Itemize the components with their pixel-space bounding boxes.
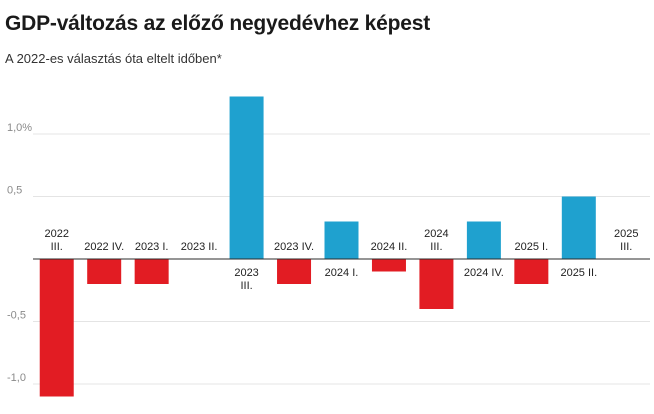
category-label: III. — [620, 241, 632, 253]
y-tick-label: 0,5 — [7, 185, 22, 197]
category-label: 2024 I. — [325, 267, 359, 279]
category-label: 2024 IV. — [464, 267, 504, 279]
bar — [87, 259, 122, 284]
bar — [277, 259, 312, 284]
chart-title: GDP-változás az előző negyedévhez képest — [5, 12, 430, 35]
category-label: 2022 — [44, 228, 68, 240]
y-tick-label: 1,0% — [7, 122, 32, 134]
chart-subtitle: A 2022-es választás óta eltelt időben* — [5, 51, 222, 66]
bar — [371, 259, 406, 272]
bar — [466, 221, 501, 259]
y-tick-label: -1,0 — [7, 372, 26, 384]
y-tick-label: -0,5 — [7, 310, 26, 322]
category-label: 2022 IV. — [84, 241, 124, 253]
bar — [419, 259, 454, 309]
bar — [324, 221, 359, 259]
bar — [229, 96, 264, 259]
category-label: 2023 II. — [181, 241, 218, 253]
category-label: 2023 I. — [135, 241, 169, 253]
category-label: 2025 II. — [560, 267, 597, 279]
category-label: 2024 — [424, 228, 448, 240]
category-label: 2024 II. — [371, 241, 408, 253]
bar — [514, 259, 549, 284]
category-label: 2025 — [614, 228, 638, 240]
category-label: 2023 — [234, 267, 258, 279]
category-label: III. — [430, 241, 442, 253]
bar — [39, 259, 74, 397]
category-label: 2025 I. — [515, 241, 549, 253]
bar — [134, 259, 169, 284]
category-label: III. — [240, 280, 252, 292]
category-label: 2023 IV. — [274, 241, 314, 253]
category-label: III. — [51, 241, 63, 253]
bar — [561, 196, 596, 259]
